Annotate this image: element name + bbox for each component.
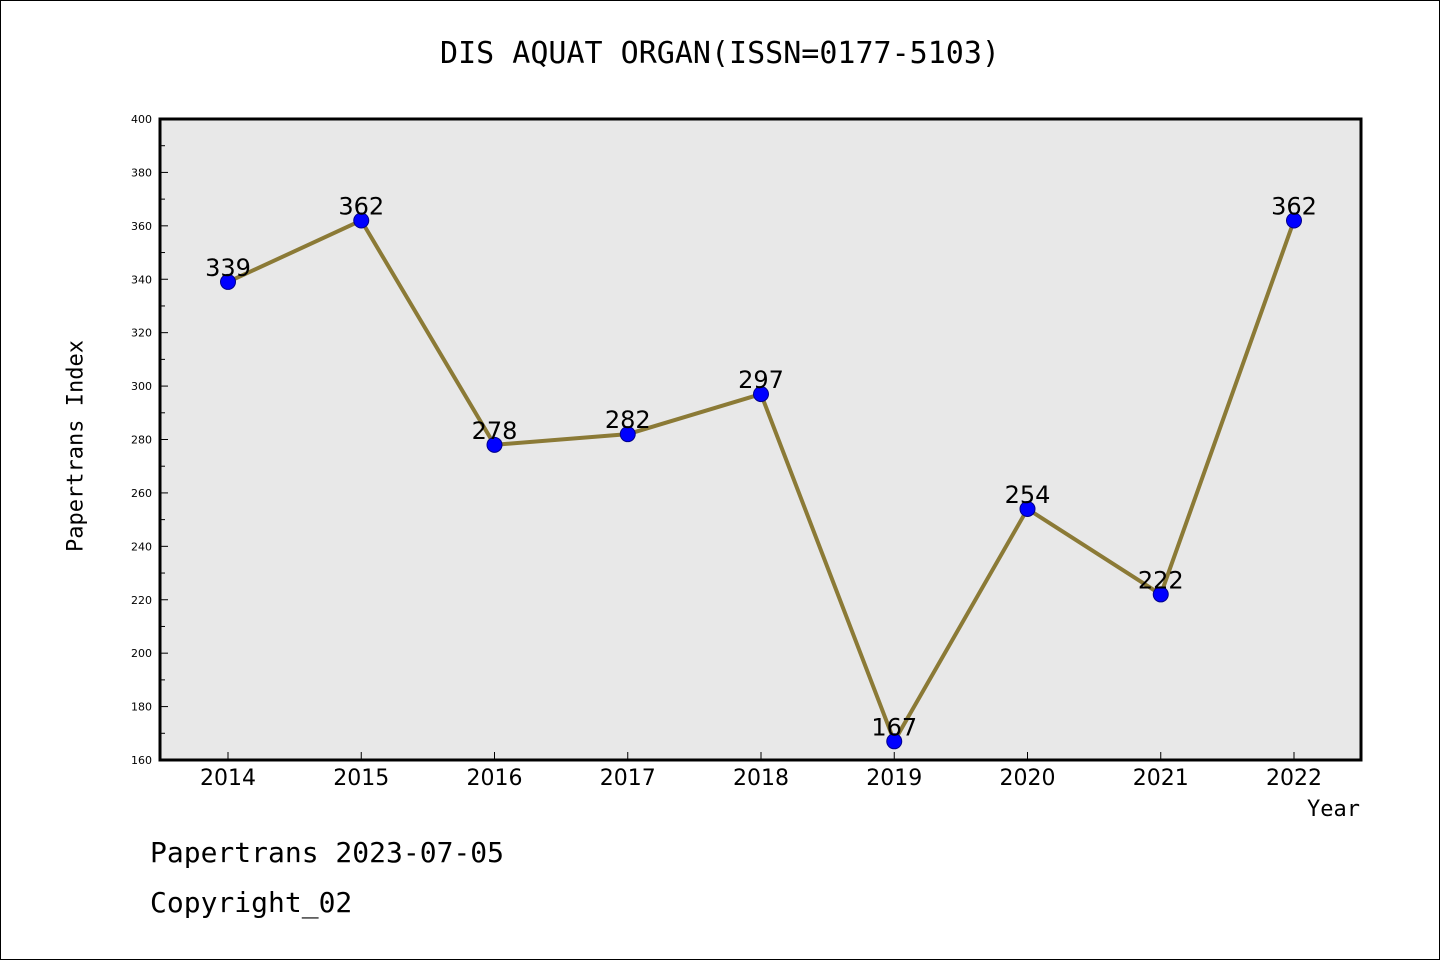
x-tick-label: 2019 [866,766,922,791]
x-tick-label: 2017 [600,766,656,791]
data-point [486,436,503,453]
x-tick-label: 2016 [467,766,523,791]
data-label: 222 [1138,566,1184,594]
data-label: 297 [738,366,784,394]
data-label: 282 [605,406,651,434]
data-point [619,426,636,443]
y-tick-label: 400 [131,113,152,126]
y-tick-label: 260 [131,487,152,500]
x-tick-label: 2014 [200,766,256,791]
data-point [753,386,769,403]
data-point [886,733,903,750]
x-axis: 2014 2015 2016 2017 2018 2019 2020 2021 2022 [200,752,1322,791]
plot-area [158,117,1363,762]
data-labels: 339 362 278 282 297 167 254 222 362 [205,192,1317,741]
x-tick-label: 2018 [733,766,789,791]
y-tick-label: 360 [131,220,152,233]
data-point [1019,500,1036,517]
data-label: 362 [338,192,384,220]
y-tick-label: 240 [131,540,152,553]
data-label: 167 [871,713,917,741]
y-axis: 160 180 200 220 240 260 280 300 320 340 360 380 400 [131,113,168,767]
data-label: 278 [472,417,518,445]
y-tick-label: 300 [131,380,152,393]
data-points [220,212,1302,750]
x-tick-label: 2021 [1133,766,1189,791]
data-point [1152,586,1169,603]
x-tick-label: 2015 [333,766,389,791]
data-point [1286,212,1302,229]
y-tick-label: 180 [131,701,152,714]
data-label: 339 [205,254,251,282]
data-label: 362 [1271,192,1317,220]
data-point [353,212,370,229]
data-point [220,273,236,290]
x-tick-label: 2020 [1000,766,1056,791]
y-tick-label: 320 [131,327,152,340]
y-tick-label: 160 [131,754,152,767]
y-tick-label: 220 [131,594,152,607]
y-tick-label: 200 [131,647,152,660]
x-tick-label: 2022 [1266,766,1322,791]
y-tick-label: 380 [131,166,152,179]
x-axis-label: Year [1307,797,1360,822]
chart-title: DIS AQUAT ORGAN(ISSN=0177-5103) [440,36,1000,71]
y-tick-label: 340 [131,273,152,286]
footer-date: Papertrans 2023-07-05 [150,836,505,869]
footer-copyright: Copyright_02 [150,886,353,919]
data-label: 254 [1005,481,1051,509]
y-tick-label: 280 [131,434,152,447]
